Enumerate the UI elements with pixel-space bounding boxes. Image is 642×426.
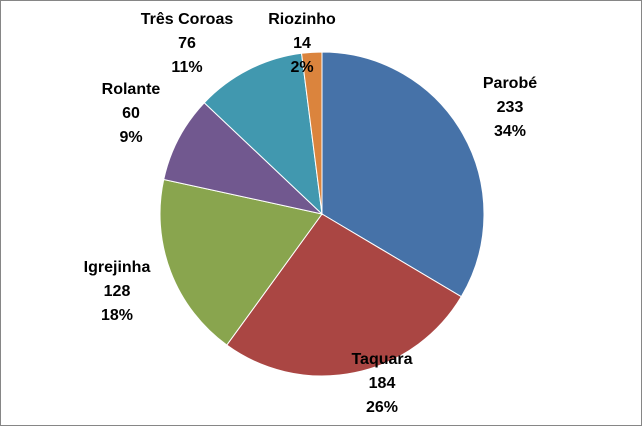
pie-slice-três-coroas — [203, 52, 323, 216]
label-percent: 2% — [290, 59, 314, 76]
pie-slice-riozinho — [300, 51, 323, 215]
label-name: Riozinho — [268, 11, 336, 28]
label-percent: 26% — [365, 399, 399, 416]
pie-slice-taquara — [226, 213, 462, 377]
data-label-parobe: Parobé 233 34% — [450, 72, 570, 144]
label-percent: 18% — [100, 307, 134, 324]
label-value: 184 — [368, 375, 396, 392]
label-name: Três Coroas — [140, 11, 234, 28]
label-value: 14 — [293, 35, 311, 52]
pie-slice-rolante — [163, 102, 324, 215]
label-percent: 34% — [493, 123, 527, 140]
label-percent: 9% — [119, 129, 143, 146]
data-label-taquara: Taquara 184 26% — [322, 348, 442, 420]
pie-slice-parobé — [321, 51, 485, 298]
label-value: 76 — [178, 35, 196, 52]
pie-slice-igrejinha — [159, 178, 323, 346]
label-value: 128 — [103, 283, 131, 300]
data-label-riozinho: Riozinho 14 2% — [242, 8, 362, 80]
label-value: 233 — [496, 99, 524, 116]
label-value: 60 — [122, 105, 140, 122]
data-label-igrejinha: Igrejinha 128 18% — [57, 256, 177, 328]
label-percent: 11% — [171, 59, 203, 76]
label-name: Taquara — [351, 351, 413, 368]
data-label-rolante: Rolante 60 9% — [71, 78, 191, 150]
label-name: Parobé — [482, 75, 538, 92]
label-name: Igrejinha — [83, 259, 151, 276]
label-name: Rolante — [101, 81, 161, 98]
data-label-tres-coroas: Três Coroas 76 11% — [127, 8, 247, 80]
